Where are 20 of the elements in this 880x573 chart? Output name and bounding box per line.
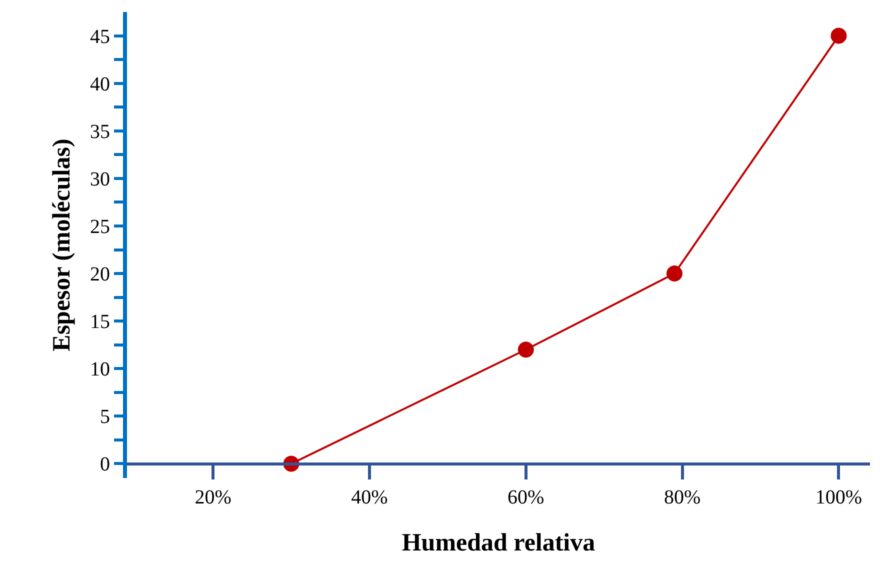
x-tick-label: 100% bbox=[815, 486, 862, 509]
y-axis-title: Espesor (moléculas) bbox=[48, 138, 76, 352]
y-tick-label: 20 bbox=[90, 264, 110, 286]
y-tick-label: 5 bbox=[100, 406, 110, 428]
y-tick-label: 45 bbox=[90, 26, 110, 48]
x-tick-label: 20% bbox=[194, 486, 232, 509]
point bbox=[666, 266, 682, 282]
y-tick-label: 25 bbox=[90, 216, 110, 238]
y-tick-label: 10 bbox=[90, 358, 110, 381]
y-tick-label: 30 bbox=[90, 168, 110, 190]
y-tick-label: 35 bbox=[90, 120, 110, 143]
x-tick-label: 60% bbox=[508, 486, 544, 509]
y-tick-label: 15 bbox=[90, 311, 110, 334]
x-tick-label: 40% bbox=[351, 486, 388, 509]
x-tick-label: 80% bbox=[664, 486, 701, 509]
point bbox=[830, 28, 847, 44]
y-tick-label: 40 bbox=[90, 73, 110, 96]
x-axis-title: Humedad relativa bbox=[402, 530, 596, 557]
point bbox=[518, 342, 534, 358]
y-tick-label: 0 bbox=[100, 454, 110, 476]
